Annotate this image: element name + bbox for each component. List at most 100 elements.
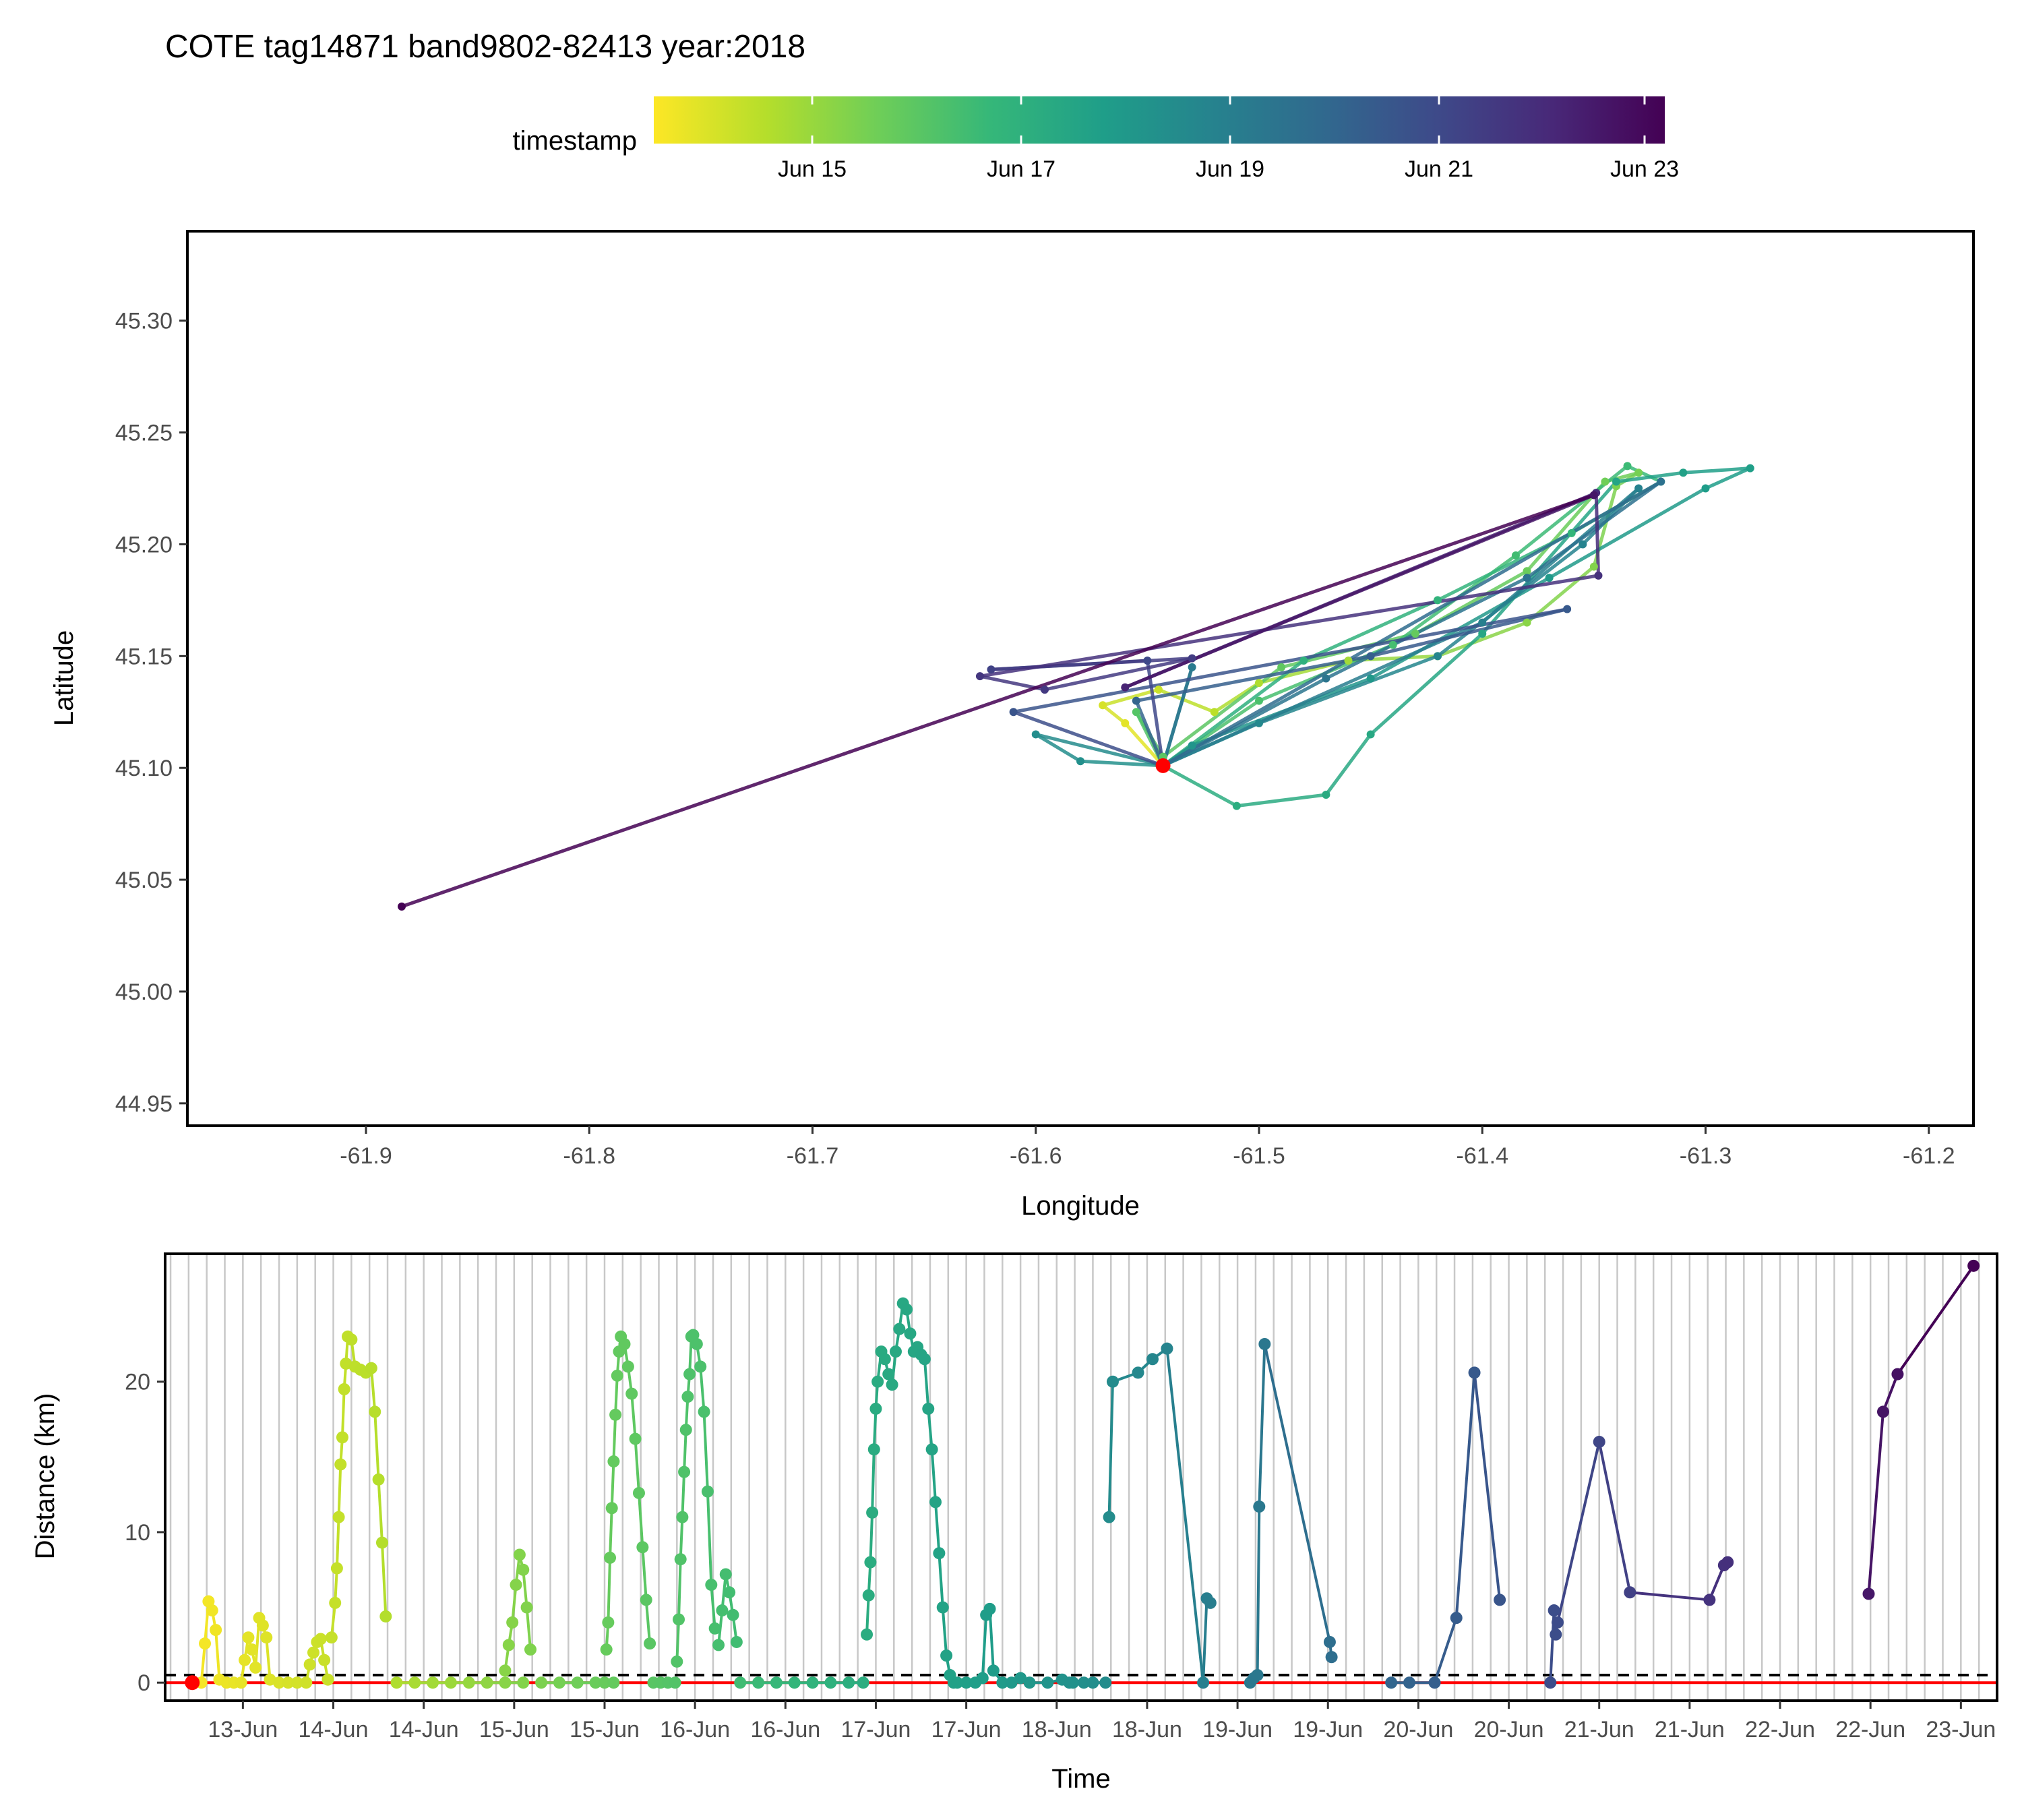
distance-point [535, 1676, 548, 1689]
track-point [1478, 630, 1487, 638]
distance-point [1703, 1594, 1716, 1606]
distance-point [375, 1536, 388, 1549]
distance-point [806, 1676, 819, 1689]
distance-point [669, 1676, 681, 1689]
map-y-tick-label: 45.25 [115, 421, 173, 446]
track-point [1411, 630, 1419, 638]
track-segment [1013, 607, 1568, 714]
map-track [398, 462, 1754, 911]
distance-plot-area [164, 1252, 1998, 1702]
distance-point [625, 1387, 638, 1400]
distance-point [1251, 1669, 1264, 1682]
distance-point [1258, 1337, 1271, 1350]
distance-point [1078, 1676, 1091, 1689]
distance-point [1624, 1586, 1636, 1599]
colorbar-ticks: Jun 15 Jun 17 Jun 19 Jun 21 Jun 23 [778, 96, 1679, 182]
distance-segment [511, 1584, 518, 1623]
track-point [1523, 618, 1531, 627]
distance-segment [265, 1637, 272, 1680]
distance-point [499, 1676, 512, 1689]
track-point [1121, 719, 1130, 727]
track-segment [1124, 493, 1595, 690]
distance-point [334, 1458, 347, 1471]
distance-point [1103, 1511, 1115, 1523]
legend-tick-label: Jun 15 [778, 156, 847, 182]
distance-point [520, 1601, 533, 1614]
distance-x-axis-title: Time [1051, 1764, 1110, 1794]
track-point [1031, 730, 1040, 739]
track-point [1188, 741, 1196, 750]
distance-point [1132, 1366, 1144, 1379]
track-point [1255, 719, 1263, 727]
track-point [1299, 656, 1308, 665]
distance-x-tick-label: 19-Jun [1293, 1717, 1363, 1742]
track-segment [1162, 621, 1483, 768]
distance-point [1550, 1628, 1562, 1641]
track-point [398, 902, 406, 911]
distance-point [676, 1511, 689, 1523]
track-point [1388, 640, 1397, 649]
distance-x-tick-label: 15-Jun [570, 1717, 640, 1742]
distance-point [636, 1541, 649, 1554]
distance-point [861, 1628, 874, 1641]
distance-point [1041, 1676, 1054, 1689]
distance-point [338, 1383, 350, 1395]
track-point [1076, 757, 1084, 766]
distance-point [701, 1485, 714, 1498]
track-point [1589, 562, 1598, 571]
distance-segment [340, 1389, 346, 1438]
distance-point [866, 1506, 879, 1519]
distance-point [730, 1635, 743, 1648]
distance-x-tick-label: 22-Jun [1835, 1717, 1905, 1742]
track-segment [1012, 710, 1164, 768]
distance-point [589, 1676, 602, 1689]
track-segment [1705, 466, 1751, 490]
track-point [1322, 674, 1330, 683]
track-point [1601, 477, 1610, 486]
distance-point [681, 1391, 694, 1403]
track-point [1366, 730, 1375, 739]
distance-segment [938, 1553, 944, 1608]
distance-x-tick-label: 20-Jun [1383, 1717, 1453, 1742]
distance-point [1325, 1651, 1338, 1664]
distance-point [604, 1551, 617, 1564]
distance-segment [681, 1472, 686, 1517]
distance-point [929, 1496, 942, 1509]
distance-segment [1473, 1372, 1502, 1600]
distance-segment [610, 1461, 615, 1509]
distance-segment [1882, 1373, 1899, 1413]
distance-point [1552, 1616, 1564, 1629]
distance-point [210, 1624, 222, 1637]
distance-point [987, 1664, 1000, 1677]
distance-segment [1556, 1441, 1601, 1623]
distance-segment [1896, 1265, 1975, 1375]
distance-point [1161, 1342, 1173, 1355]
distance-point [698, 1405, 710, 1418]
distance-point [996, 1676, 1009, 1689]
distance-segment [869, 1512, 874, 1563]
track-segment [979, 574, 1599, 678]
track-point [1478, 618, 1487, 627]
distance-segment [927, 1408, 933, 1450]
track-segment [1683, 466, 1750, 475]
track-point [1232, 801, 1241, 810]
track-point [1434, 596, 1442, 605]
distance-x-tick-label: 18-Jun [1022, 1717, 1092, 1742]
distance-segment [923, 1359, 930, 1409]
track-point [1099, 701, 1107, 710]
distance-segment [710, 1584, 716, 1629]
distance-point [1146, 1353, 1159, 1366]
distance-point [878, 1353, 891, 1366]
distance-point [705, 1579, 718, 1591]
distance-point [671, 1655, 683, 1668]
distance-y-tick-label: 0 [137, 1670, 150, 1696]
track-point [1210, 708, 1219, 717]
track-point [1322, 791, 1330, 799]
distance-segment [1256, 1507, 1261, 1676]
distance-point [936, 1601, 949, 1614]
distance-point [716, 1604, 729, 1617]
distance-point [427, 1676, 439, 1689]
distance-point [1204, 1596, 1217, 1609]
distance-point [723, 1586, 736, 1599]
